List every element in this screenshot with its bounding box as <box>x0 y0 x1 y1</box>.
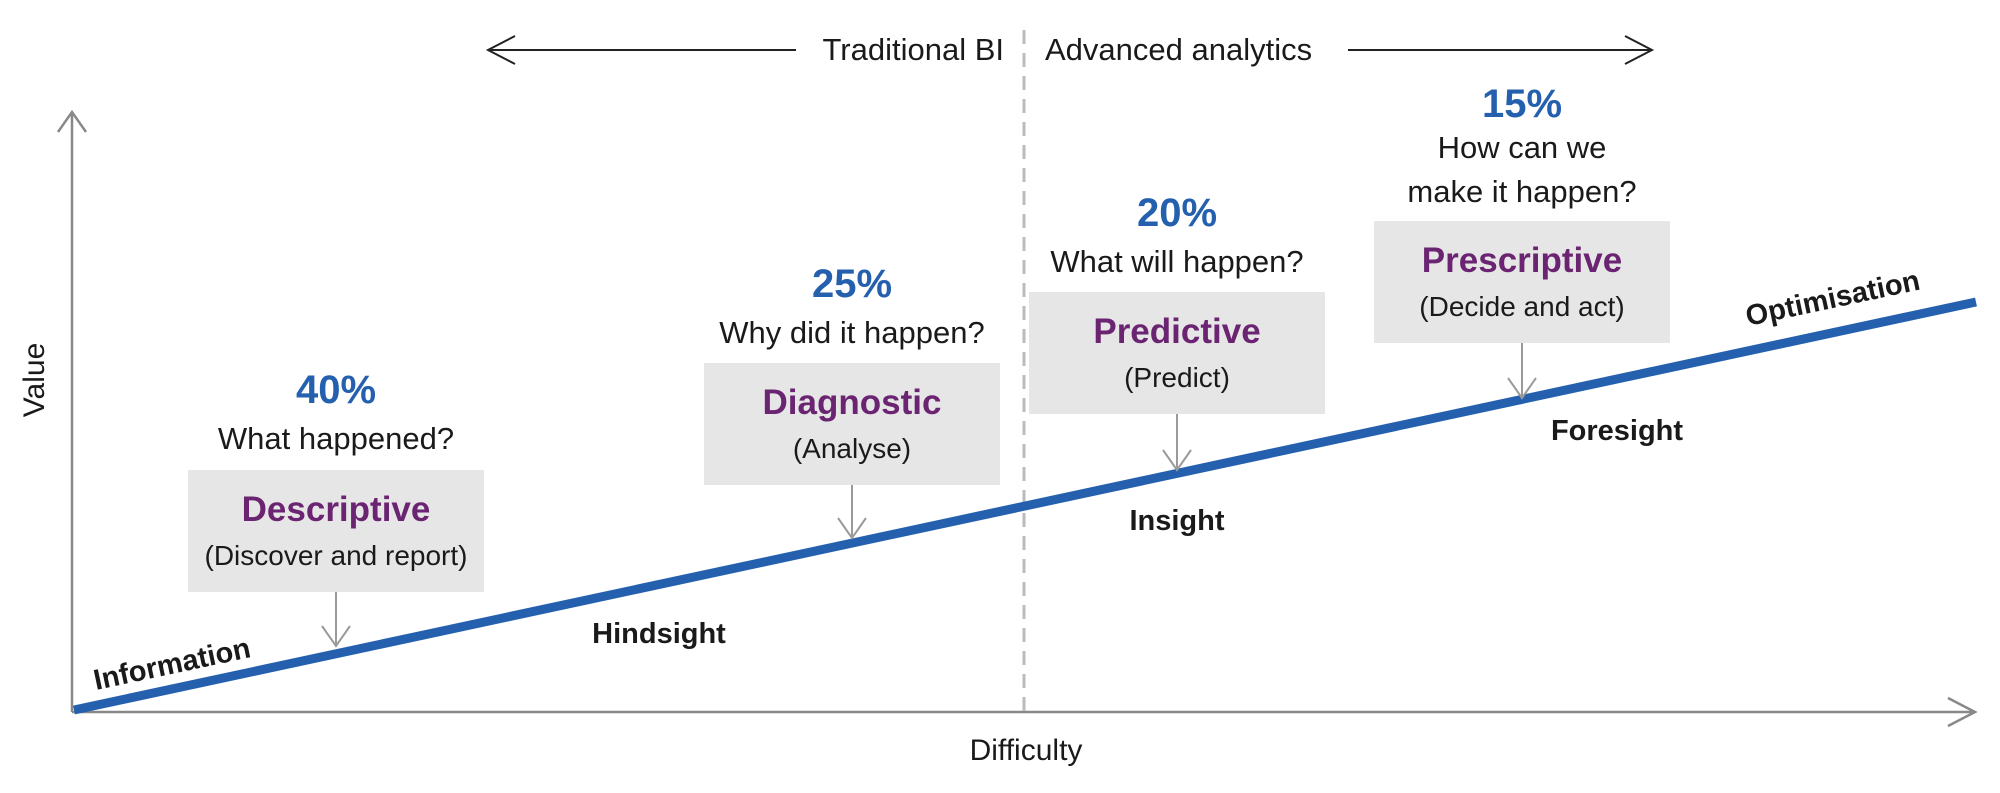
stage-descriptive: 40% What happened? Descriptive (Discover… <box>188 368 726 650</box>
y-axis-label: Value <box>18 343 51 418</box>
stage-diagnostic: 25% Why did it happen? Diagnostic (Analy… <box>704 262 1000 540</box>
stage-subtitle: (Discover and report) <box>205 540 468 571</box>
stage-question: Why did it happen? <box>719 315 984 350</box>
stage-title: Diagnostic <box>763 383 942 422</box>
era-header: Traditional BI Advanced analytics <box>485 30 1655 712</box>
traditional-bi-arrowhead <box>485 35 516 65</box>
stage-percent: 20% <box>1137 191 1217 235</box>
stage-question: make it happen? <box>1407 174 1636 209</box>
stage-pointer-arrowhead <box>1507 377 1537 400</box>
stage-pointer-arrowhead <box>321 625 351 648</box>
x-axis-arrowhead <box>1947 696 1978 728</box>
stage-outcome: Insight <box>1129 505 1224 537</box>
stage-box <box>188 470 484 592</box>
value-curve <box>73 297 1977 715</box>
advanced-analytics-arrowhead <box>1624 35 1655 65</box>
stage-subtitle: (Predict) <box>1124 362 1230 393</box>
traditional-bi-label: Traditional BI <box>823 32 1005 67</box>
stage-box <box>1029 292 1325 414</box>
stage-predictive: 20% What will happen? Predictive (Predic… <box>1029 191 1325 537</box>
stage-box <box>704 363 1000 485</box>
stage-percent: 25% <box>812 262 892 306</box>
stage-prescriptive: 15% How can we make it happen? Prescript… <box>1374 82 1683 447</box>
stage-outcome: Hindsight <box>592 618 726 650</box>
stage-pointer-arrowhead <box>837 517 867 540</box>
stage-subtitle: (Decide and act) <box>1419 291 1624 322</box>
stage-question: What will happen? <box>1050 244 1303 279</box>
stage-outcome: Foresight <box>1551 415 1683 447</box>
stage-subtitle: (Analyse) <box>793 433 911 464</box>
stage-percent: 15% <box>1482 82 1562 126</box>
stage-box <box>1374 221 1670 343</box>
stage-question: How can we <box>1438 130 1607 165</box>
y-axis-arrowhead <box>56 109 88 133</box>
x-axis-label: Difficulty <box>970 734 1083 767</box>
stage-question: What happened? <box>218 421 454 456</box>
advanced-analytics-label: Advanced analytics <box>1045 32 1312 67</box>
stage-title: Prescriptive <box>1422 241 1622 280</box>
stage-title: Predictive <box>1093 312 1260 351</box>
stage-title: Descriptive <box>242 490 431 529</box>
stage-pointer-arrowhead <box>1162 449 1192 472</box>
axes: Difficulty Value <box>18 109 1978 767</box>
stage-percent: 40% <box>296 368 376 412</box>
